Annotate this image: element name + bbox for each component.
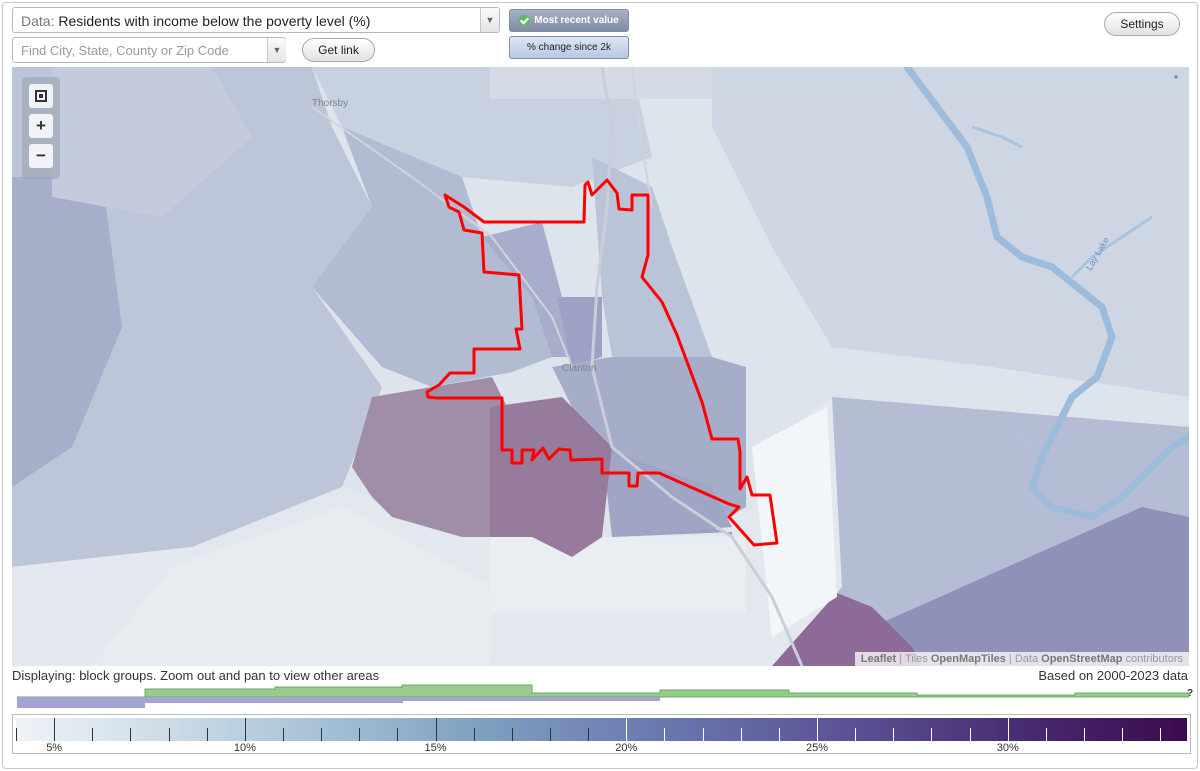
legend-minor-tick [778,728,780,741]
legend-minor-tick [588,728,590,741]
data-range-note: Based on 2000-2023 data [1038,668,1188,683]
legend-minor-tick [550,728,551,741]
data-select-label: Data: [21,13,55,29]
fullscreen-icon [35,90,47,102]
search-dropdown-icon[interactable]: ▼ [267,38,286,62]
legend-major-tick [626,718,628,741]
histogram-help-icon[interactable]: ? [1187,688,1194,699]
map-view[interactable]: Thorsby Clanton Lay Lake + − Leaflet | T… [12,67,1189,666]
distribution-histogram [17,684,1189,708]
zoom-out-button[interactable]: − [29,144,53,168]
legend-minor-tick [92,728,94,741]
legend-minor-tick [740,728,742,741]
legend-minor-tick [702,728,704,741]
legend-tick-label: 5% [46,742,63,754]
legend-minor-tick [359,728,361,741]
map-attribution: Leaflet | Tiles OpenMapTiles | Data Open… [854,652,1189,666]
legend-minor-tick [893,728,895,741]
attribution-openmaptiles-link[interactable]: OpenMapTiles [930,653,1006,665]
most-recent-toggle[interactable]: Most recent value [509,9,629,32]
attribution-separator: | [899,653,903,665]
legend-minor-tick [1122,728,1124,741]
attribution-osm-link[interactable]: OpenStreetMap [1041,653,1123,665]
data-select-value: Residents with income below the poverty … [58,13,371,29]
legend-minor-tick [1084,728,1085,741]
legend-tick-label: 10% [233,742,256,754]
zoom-control: + − [22,77,60,179]
histogram-green-series [17,684,1189,698]
fullscreen-button[interactable] [29,84,53,108]
legend-minor-tick [168,728,170,741]
legend-minor-tick [931,728,933,741]
legend-tick-label: 25% [805,742,829,754]
attribution-separator: | [1008,653,1012,665]
most-recent-label: Most recent value [534,15,619,26]
histogram-purple-bar [403,697,660,701]
legend-minor-tick [1045,728,1047,741]
legend-minor-tick [473,728,475,741]
legend-minor-tick [397,728,399,741]
legend-minor-tick [130,728,132,741]
legend-minor-tick [511,728,513,741]
settings-button[interactable]: Settings [1104,12,1180,36]
color-legend: 5% 10% 15% 20% 25% 30% [12,714,1191,754]
legend-minor-tick [855,728,857,741]
legend-minor-tick [206,728,208,741]
legend-minor-tick [969,728,971,741]
display-status: Displaying: block groups. Zoom out and p… [12,668,380,683]
change-since-2k-toggle[interactable]: % change since 2k [509,36,629,59]
attribution-contributors: contributors [1125,653,1183,665]
legend-tick-label: 30% [996,742,1019,754]
minus-icon: − [36,146,46,165]
legend-minor-tick [283,728,284,741]
histogram-purple-bar [17,697,145,708]
legend-major-tick [817,718,818,741]
legend-color-ramp [16,718,1187,741]
legend-minor-tick [321,728,323,741]
attribution-data-prefix: Data [1014,653,1039,665]
legend-major-tick [244,718,246,741]
zoom-in-button[interactable]: + [29,114,53,138]
place-label-thorsby: Thorsby [312,98,349,109]
plus-icon: + [36,116,46,135]
get-link-button[interactable]: Get link [302,38,375,62]
legend-tick-label: 20% [615,742,638,754]
legend-major-tick [435,718,437,741]
legend-major-tick [1007,718,1009,741]
attribution-tiles-prefix: Tiles [904,653,928,665]
chevron-down-icon[interactable]: ▼ [480,8,499,32]
data-select[interactable]: Data: Residents with income below the po… [12,7,500,33]
check-icon [519,15,531,26]
change-since-2k-label: % change since 2k [527,42,611,53]
place-label-clanton: Clanton [562,363,597,374]
attribution-leaflet-link[interactable]: Leaflet [860,653,897,665]
legend-minor-tick [16,728,17,741]
legend-tick-label: 15% [424,742,447,754]
map-canvas[interactable] [12,67,1189,666]
legend-minor-tick [664,728,666,741]
search-input[interactable] [12,37,286,63]
legend-minor-tick [1160,728,1162,741]
legend-major-tick [54,718,56,741]
histogram-purple-bar [145,697,403,703]
